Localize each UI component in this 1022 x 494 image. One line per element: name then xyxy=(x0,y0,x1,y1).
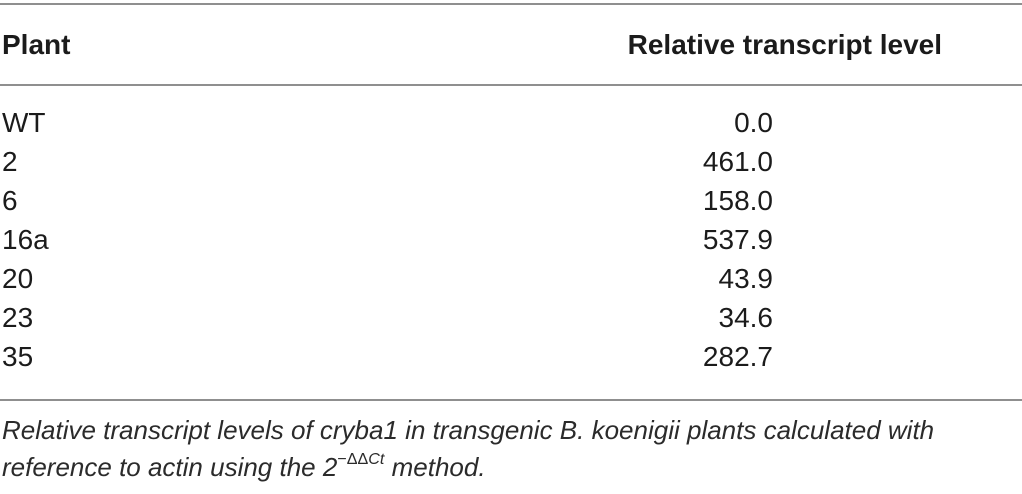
table-row: 35 282.7 xyxy=(0,337,1022,376)
caption-line-2-text: reference to actin using the 2 xyxy=(2,452,338,482)
caption-line-2-end: method. xyxy=(384,452,486,482)
plant-cell: 2 xyxy=(2,146,18,177)
column-header-plant: Plant xyxy=(2,28,71,60)
plant-cell: 23 xyxy=(2,302,34,333)
table-row: WT 0.0 xyxy=(0,103,1022,142)
caption-line-1: Relative transcript levels of cryba1 in … xyxy=(2,415,935,445)
header-divider-rule xyxy=(0,84,1022,86)
plant-cell: 16a xyxy=(2,224,49,255)
plant-cell: 35 xyxy=(2,341,34,372)
table-caption: Relative transcript levels of cryba1 in … xyxy=(0,401,1022,486)
value-cell: 0.0 xyxy=(734,107,773,138)
value-cell: 537.9 xyxy=(702,224,773,255)
plant-cell: 20 xyxy=(2,263,34,294)
table-top-rule xyxy=(0,3,1022,5)
caption-line-2: reference to actin using the 2−ΔΔCt meth… xyxy=(2,449,1022,486)
table-body: WT 0.0 2 461.0 6 158.0 16a 537.9 20 43.9… xyxy=(0,86,1022,399)
delta-delta-ct-exponent: −ΔΔCt xyxy=(337,450,384,468)
table-row: 23 34.6 xyxy=(0,298,1022,337)
plant-cell: 6 xyxy=(2,185,18,216)
table-row: 2 461.0 xyxy=(0,142,1022,181)
value-cell: 282.7 xyxy=(702,341,773,372)
table-row: 20 43.9 xyxy=(0,259,1022,298)
caption-divider-rule xyxy=(0,399,1022,401)
table-header-row: Plant Relative transcript level xyxy=(0,5,1022,84)
value-cell: 43.9 xyxy=(718,263,774,294)
value-cell: 158.0 xyxy=(702,185,773,216)
table-row: 16a 537.9 xyxy=(0,220,1022,259)
column-header-relative-transcript-level: Relative transcript level xyxy=(627,28,942,60)
value-cell: 34.6 xyxy=(718,302,774,333)
exponent-minus-delta-delta: −ΔΔ xyxy=(337,449,369,468)
value-cell: 461.0 xyxy=(702,146,773,177)
exponent-ct: Ct xyxy=(368,449,385,468)
plant-cell: WT xyxy=(2,107,46,138)
table-row: 6 158.0 xyxy=(0,181,1022,220)
paper-table: Plant Relative transcript level WT 0.0 2… xyxy=(0,3,1022,494)
